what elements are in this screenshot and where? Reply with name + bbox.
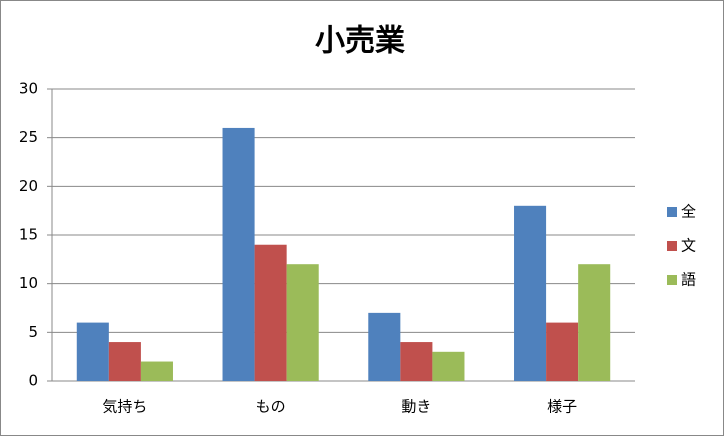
bar bbox=[546, 322, 579, 381]
bar bbox=[514, 205, 547, 381]
bar bbox=[108, 342, 141, 381]
bar bbox=[578, 264, 611, 381]
y-tick-label: 25 bbox=[19, 128, 38, 146]
x-tick-label: もの bbox=[256, 398, 286, 416]
legend-label: 文 bbox=[681, 237, 696, 255]
x-tick-label: 様子 bbox=[547, 398, 577, 416]
bar bbox=[286, 264, 319, 381]
y-tick-label: 5 bbox=[28, 323, 38, 341]
bar bbox=[140, 361, 173, 381]
y-tick-label: 0 bbox=[28, 372, 38, 390]
bar bbox=[400, 342, 433, 381]
x-tick-label: 動き bbox=[401, 398, 431, 416]
y-tick-label: 10 bbox=[19, 274, 38, 292]
chart-title: 小売業 bbox=[315, 24, 405, 59]
bar bbox=[368, 312, 401, 381]
bar bbox=[76, 322, 109, 381]
legend-label: 語 bbox=[681, 271, 696, 289]
legend-label: 全 bbox=[681, 203, 696, 221]
bar bbox=[254, 244, 287, 381]
legend-swatch bbox=[667, 207, 677, 217]
y-tick-label: 15 bbox=[19, 226, 38, 244]
y-tick-label: 20 bbox=[19, 177, 38, 195]
bar bbox=[432, 351, 465, 381]
legend-swatch bbox=[667, 275, 677, 285]
y-tick-label: 30 bbox=[19, 80, 38, 98]
bar bbox=[222, 127, 255, 381]
x-tick-label: 気持ち bbox=[102, 398, 147, 416]
legend-swatch bbox=[667, 241, 677, 251]
